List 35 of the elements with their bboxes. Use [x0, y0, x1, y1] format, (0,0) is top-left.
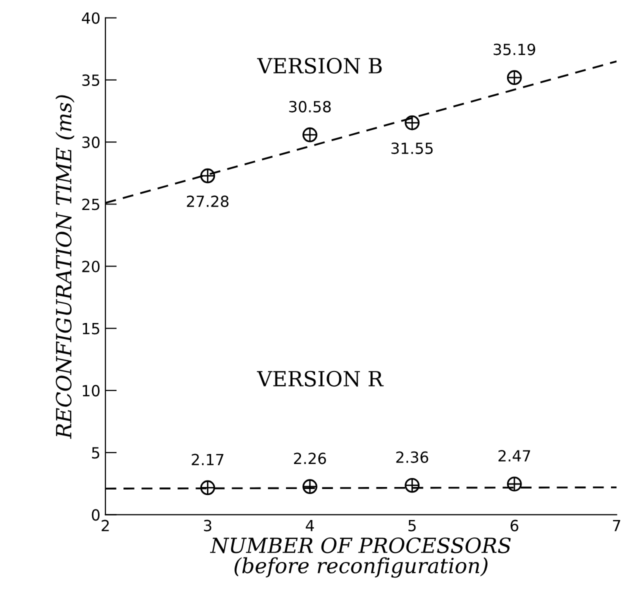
- point: [506, 70, 522, 86]
- y-tick-label: 40: [82, 12, 100, 24]
- y-tick-label: 30: [82, 136, 100, 148]
- x-tick-label: 2: [102, 520, 109, 532]
- x-tick-label: 7: [613, 520, 620, 532]
- point: [302, 479, 318, 494]
- data-label: 35.19: [494, 44, 536, 56]
- annotation: VERSION R: [256, 370, 384, 387]
- y-tick-label: 35: [82, 74, 100, 86]
- y-axis-title: RECONFIGURATION TIME (ms): [55, 95, 74, 439]
- data-label: 30.58: [289, 100, 331, 112]
- annotation: VERSION B: [257, 58, 382, 74]
- y-tick-label: 10: [82, 384, 100, 396]
- data-label: 2.17: [192, 454, 224, 466]
- x-axis-title: NUMBER OF PROCESSORS (before reconfiguration): [210, 537, 511, 578]
- y-tick-label: 20: [82, 260, 100, 272]
- point: [506, 476, 522, 492]
- point: [404, 478, 420, 493]
- x-tick-label: 6: [510, 520, 518, 532]
- data-label: 2.47: [498, 450, 530, 462]
- data-label: 2.26: [294, 452, 326, 464]
- data-label: 31.55: [391, 142, 433, 154]
- data-label: 27.28: [186, 196, 228, 208]
- point: [200, 168, 216, 184]
- point: [302, 127, 318, 142]
- point: [200, 480, 216, 496]
- y-tick-label: 5: [92, 447, 100, 459]
- x-tick-label: 3: [204, 520, 212, 532]
- data-label: 2.36: [396, 451, 428, 463]
- x-tick-label: 4: [306, 520, 314, 532]
- x-tick-label: 5: [408, 520, 416, 532]
- y-tick-label: 0: [92, 509, 100, 521]
- point: [404, 115, 420, 130]
- y-tick-label: 15: [82, 323, 100, 334]
- y-tick-label: 25: [82, 198, 100, 210]
